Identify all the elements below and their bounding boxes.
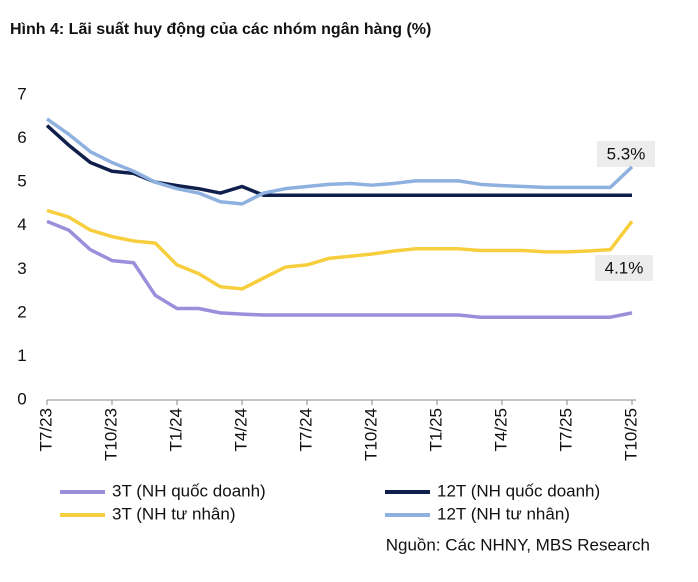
x-tick-label: T7/25	[556, 408, 575, 451]
annotation: 4.1%	[605, 258, 644, 277]
x-tick-label: T10/23	[101, 408, 120, 461]
x-tick-label: T1/24	[166, 408, 185, 451]
legend-label: 3T (NH tư nhân)	[112, 504, 236, 523]
y-tick-label: 1	[17, 346, 26, 365]
x-tick-label: T4/24	[231, 408, 250, 451]
x-tick-label: T10/25	[621, 408, 640, 461]
x-tick-label: T7/23	[36, 408, 55, 451]
x-tick-label: T7/24	[296, 408, 315, 451]
annotation-box	[597, 141, 655, 167]
source: Nguồn: Các NHNY, MBS Research	[386, 535, 650, 554]
chart-title: Hình 4: Lãi suất huy động của các nhóm n…	[10, 21, 431, 38]
annotation-box	[595, 255, 653, 281]
legend-label: 12T (NH quốc doanh)	[437, 481, 600, 500]
y-tick-label: 5	[17, 172, 26, 191]
annotation: 5.3%	[607, 144, 646, 163]
series-line	[46, 208, 634, 291]
y-tick-label: 7	[17, 84, 26, 103]
legend-label: 3T (NH quốc doanh)	[112, 481, 266, 500]
x-tick-label: T10/24	[361, 408, 380, 461]
y-tick-label: 2	[17, 302, 26, 321]
y-tick-label: 4	[17, 215, 26, 234]
series-line	[45, 117, 634, 206]
series-line	[46, 219, 633, 319]
x-tick-label: T1/25	[426, 408, 445, 451]
y-tick-label: 6	[17, 128, 26, 147]
y-tick-label: 0	[17, 389, 26, 408]
x-tick-label: T4/25	[491, 408, 510, 451]
y-tick-label: 3	[17, 259, 26, 278]
legend-label: 12T (NH tư nhân)	[437, 504, 570, 523]
